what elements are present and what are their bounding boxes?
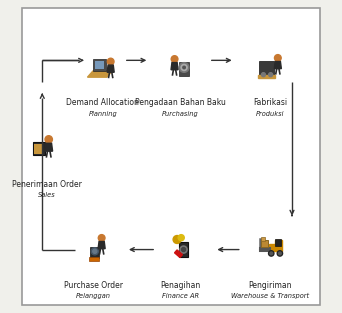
FancyBboxPatch shape [90,247,99,258]
Polygon shape [171,63,178,70]
FancyBboxPatch shape [34,144,43,154]
Text: Penerimaan Order: Penerimaan Order [12,180,82,189]
Text: Finance AR: Finance AR [162,293,199,299]
Circle shape [98,235,105,241]
FancyBboxPatch shape [93,59,106,70]
Polygon shape [45,143,53,151]
Circle shape [173,235,181,244]
FancyBboxPatch shape [33,142,44,155]
Polygon shape [98,242,105,249]
Circle shape [91,248,98,255]
FancyBboxPatch shape [259,61,274,75]
Polygon shape [258,75,275,78]
Text: Penagihan: Penagihan [160,280,200,290]
Circle shape [179,63,189,72]
Circle shape [180,246,187,253]
Text: Sales: Sales [38,192,56,198]
Text: Demand Allocation: Demand Allocation [66,98,139,107]
Circle shape [261,73,265,77]
Circle shape [107,58,114,65]
Text: Pengiriman: Pengiriman [249,280,292,290]
Circle shape [182,248,185,252]
FancyBboxPatch shape [179,242,188,258]
Polygon shape [88,71,112,77]
Circle shape [269,73,273,77]
FancyBboxPatch shape [275,239,281,246]
Circle shape [268,251,274,256]
Text: Planning: Planning [88,110,117,116]
FancyBboxPatch shape [261,240,267,247]
Text: Fabrikasi: Fabrikasi [253,98,287,107]
Circle shape [183,66,185,69]
Polygon shape [274,61,281,69]
Circle shape [275,54,281,61]
Polygon shape [107,65,114,72]
Text: Purchase Order: Purchase Order [64,280,123,290]
FancyBboxPatch shape [95,61,104,69]
Polygon shape [174,250,183,258]
Text: Warehouse & Transport: Warehouse & Transport [231,293,309,299]
FancyBboxPatch shape [180,62,189,76]
Text: Pelanggan: Pelanggan [76,293,111,299]
FancyBboxPatch shape [22,8,320,305]
Circle shape [178,235,184,241]
FancyBboxPatch shape [261,237,265,241]
Circle shape [277,251,282,256]
FancyBboxPatch shape [89,257,99,261]
Circle shape [93,249,97,253]
Text: Produksi: Produksi [256,110,285,116]
Circle shape [181,64,187,70]
Polygon shape [269,240,282,251]
Circle shape [45,136,52,143]
Circle shape [270,252,273,255]
Text: Purchasing: Purchasing [162,110,199,116]
Circle shape [171,56,178,62]
Circle shape [278,252,281,255]
Text: Pengadaan Bahan Baku: Pengadaan Bahan Baku [135,98,226,107]
